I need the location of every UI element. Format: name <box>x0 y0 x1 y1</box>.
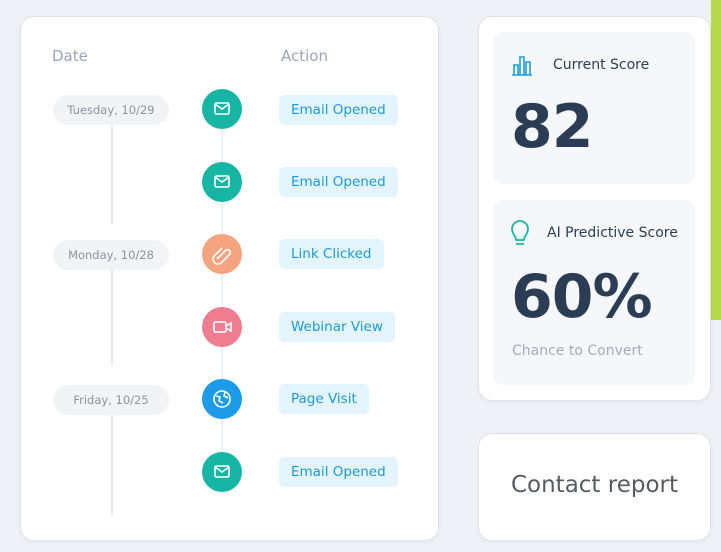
action-pill: Email Opened <box>279 167 398 197</box>
predictive-score-value: 60% <box>511 262 653 332</box>
date-pill: Friday, 10/25 <box>53 385 169 415</box>
chart-icon <box>512 56 532 76</box>
action-pill: Page Visit <box>279 384 369 414</box>
email-icon <box>202 89 242 129</box>
predictive-caption: Chance to Convert <box>512 343 643 359</box>
current-score-title: Current Score <box>553 57 650 73</box>
score-card: Current Score 82 AI Predictive Score 60%… <box>478 16 711 401</box>
contact-report-card[interactable]: Contact report <box>478 433 711 541</box>
predictive-score-panel: AI Predictive Score 60% Chance to Conver… <box>493 200 695 385</box>
action-line <box>221 112 223 472</box>
action-pill: Email Opened <box>279 95 398 125</box>
contact-report-title[interactable]: Contact report <box>510 472 679 498</box>
email-icon <box>202 162 242 202</box>
date-pill: Monday, 10/28 <box>53 240 169 270</box>
video-icon <box>202 307 242 347</box>
current-score-value: 82 <box>511 92 593 162</box>
email-icon <box>202 452 242 492</box>
predictive-score-title: AI Predictive Score <box>547 225 678 241</box>
bulb-icon <box>511 220 529 245</box>
date-line <box>111 125 113 223</box>
action-pill: Webinar View <box>279 312 395 342</box>
date-line <box>111 415 113 515</box>
date-line <box>111 270 113 366</box>
timeline-card: Date Action Tuesday, 10/29 Monday, 10/28… <box>20 16 439 541</box>
background-stripe <box>711 0 721 320</box>
action-header: Action <box>281 47 328 65</box>
date-pill: Tuesday, 10/29 <box>53 95 169 125</box>
current-score-panel: Current Score 82 <box>493 32 695 184</box>
date-header: Date <box>52 47 88 65</box>
link-icon <box>202 234 242 274</box>
action-pill: Link Clicked <box>279 239 384 269</box>
action-pill: Email Opened <box>279 457 398 487</box>
globe-icon <box>202 379 242 419</box>
